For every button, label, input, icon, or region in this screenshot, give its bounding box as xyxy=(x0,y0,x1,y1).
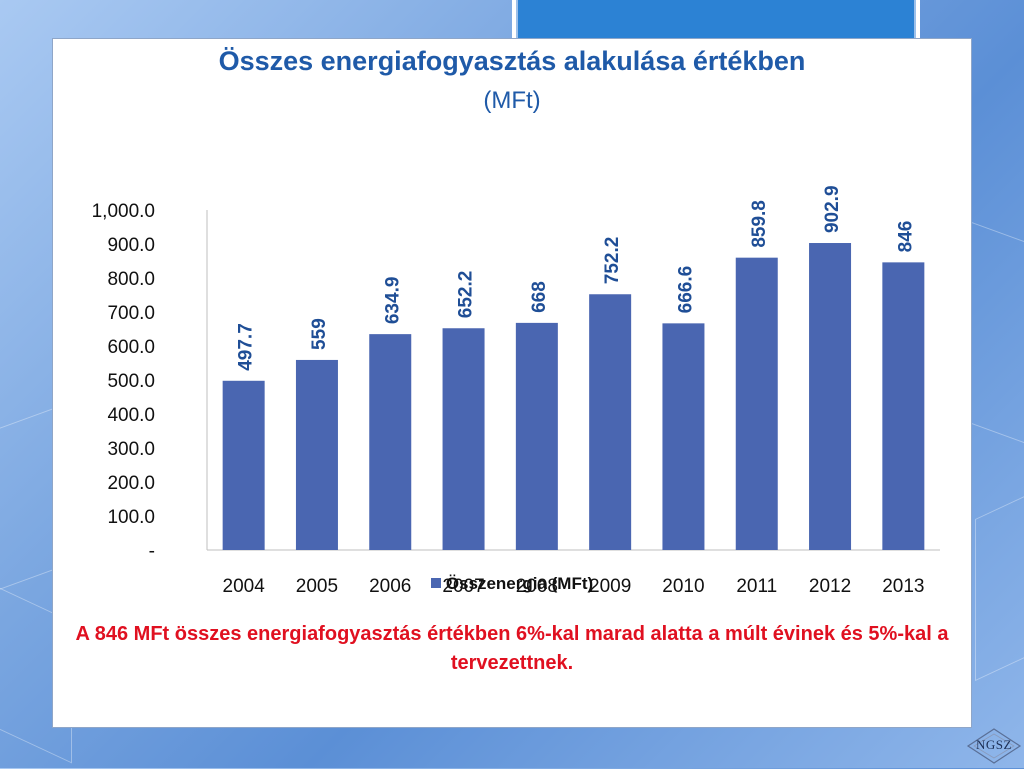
x-tick-label-2008: 2008 xyxy=(516,576,558,597)
data-label-2007: 652.2 xyxy=(456,271,477,319)
data-label-2008: 668 xyxy=(529,281,550,313)
y-tick-label: - xyxy=(149,541,155,562)
bar-2007 xyxy=(442,328,485,550)
data-label-2013: 846 xyxy=(895,221,916,253)
y-tick-label: 900.0 xyxy=(107,235,155,256)
logo-emblem-icon xyxy=(966,728,1022,764)
y-tick-label: 200.0 xyxy=(107,473,155,494)
y-tick-label: 400.0 xyxy=(107,405,155,426)
x-tick-label-2006: 2006 xyxy=(369,576,411,597)
data-label-2006: 634.9 xyxy=(382,277,403,325)
bar-2005 xyxy=(295,359,338,550)
bar-2011 xyxy=(735,257,778,550)
x-tick-label-2012: 2012 xyxy=(809,576,851,597)
x-tick-label-2011: 2011 xyxy=(736,576,777,597)
x-tick-label-2004: 2004 xyxy=(223,576,266,597)
y-tick-label: 1,000.0 xyxy=(92,201,155,222)
y-tick-label: 800.0 xyxy=(107,269,155,290)
x-tick-label-2010: 2010 xyxy=(662,576,704,597)
y-tick-label: 600.0 xyxy=(107,337,155,358)
chart-title: Összes energiafogyasztás alakulása érték… xyxy=(218,46,806,76)
data-label-2005: 559 xyxy=(309,318,330,350)
chart-subtitle: (MFt) xyxy=(483,87,541,114)
x-tick-label-2009: 2009 xyxy=(589,576,631,597)
bar-2009 xyxy=(589,294,632,550)
data-label-2010: 666.6 xyxy=(675,266,696,314)
ngsz-logo: NGSZ xyxy=(966,728,1022,764)
y-tick-label: 100.0 xyxy=(107,507,155,528)
logo-text: NGSZ xyxy=(976,737,1012,752)
y-tick-label: 500.0 xyxy=(107,371,155,392)
bar-2010 xyxy=(662,323,705,550)
bar-2012 xyxy=(809,243,852,550)
summary-note: A 846 MFt összes energiafogyasztás érték… xyxy=(75,623,949,674)
bar-2013 xyxy=(882,262,925,550)
x-tick-label-2007: 2007 xyxy=(442,576,484,597)
chart-legend: Összenergia (MFt) xyxy=(0,574,1024,594)
x-tick-label-2013: 2013 xyxy=(882,576,924,597)
data-label-2011: 859.8 xyxy=(749,200,770,248)
legend-label: Összenergia (MFt) xyxy=(445,574,594,593)
bar-2004 xyxy=(222,380,265,550)
data-label-2004: 497.7 xyxy=(236,323,257,371)
y-tick-label: 700.0 xyxy=(107,303,155,324)
legend-swatch xyxy=(430,578,441,588)
data-label-2012: 902.9 xyxy=(822,185,843,233)
y-tick-label: 300.0 xyxy=(107,439,155,460)
bar-2006 xyxy=(369,334,412,550)
x-tick-label-2005: 2005 xyxy=(296,576,338,597)
bar-2008 xyxy=(515,322,558,550)
data-label-2009: 752.2 xyxy=(602,237,623,285)
